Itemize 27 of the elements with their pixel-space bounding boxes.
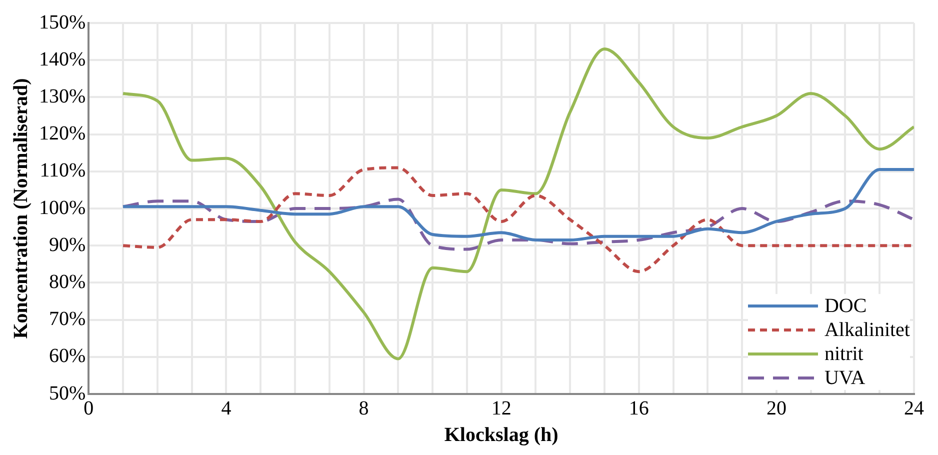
y-axis-title: Koncentration (Normaliserad) (10, 78, 32, 339)
y-tick-label: 150% (38, 11, 86, 34)
x-tick-label: 20 (766, 397, 786, 420)
y-tick-label: 90% (48, 234, 86, 256)
line-series (122, 166, 914, 274)
line-series (122, 47, 914, 360)
y-tick-label: 100% (38, 196, 86, 219)
y-tick-label: 70% (48, 308, 86, 330)
legend-label: DOC (824, 294, 867, 318)
x-tick-label: 16 (628, 397, 649, 420)
legend-label: Alkalinitet (824, 318, 910, 342)
x-tick-label: 24 (904, 397, 924, 420)
y-tick-label: 120% (38, 122, 86, 145)
legend-label: UVA (824, 366, 866, 390)
y-tick-label: 130% (38, 85, 86, 108)
y-tick-label: 140% (38, 48, 86, 70)
x-tick-label: 8 (358, 397, 369, 420)
y-tick-label: 50% (48, 382, 86, 404)
x-tick-label: 12 (491, 397, 512, 420)
x-tick-label: 0 (84, 397, 94, 420)
legend-label: nitrit (824, 342, 864, 366)
y-tick-label: 110% (40, 160, 86, 182)
x-tick-label: 4 (221, 397, 232, 420)
line-series (122, 168, 914, 242)
y-tick-label: 80% (48, 270, 86, 293)
y-tick-label: 60% (48, 345, 86, 368)
x-axis-title: Klockslag (h) (444, 424, 558, 446)
